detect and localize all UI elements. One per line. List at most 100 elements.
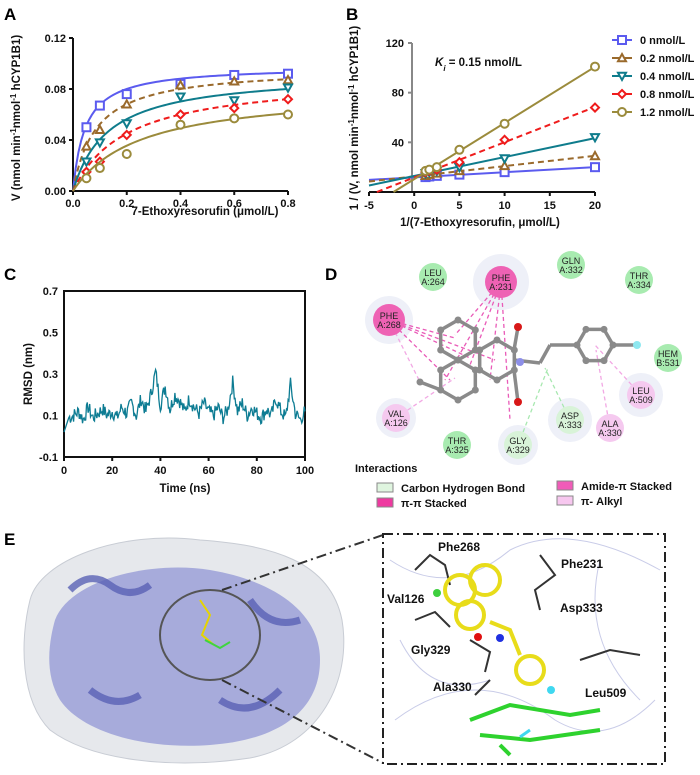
x-tick-label: 20	[106, 465, 118, 477]
y-tick-label: 0.12	[45, 33, 66, 45]
data-point-circle	[175, 119, 186, 130]
pi-alkyl-interaction	[395, 377, 456, 419]
y-tick-label: 80	[392, 88, 404, 100]
residue-name: ALA	[601, 419, 618, 429]
residue-name: GLN	[562, 256, 581, 266]
data-point-square	[617, 35, 627, 45]
inset-box	[382, 533, 666, 765]
legend-label: Amide-π Stacked	[581, 481, 672, 493]
residue-label: Gly329	[411, 643, 451, 657]
data-point-triangle-up	[616, 51, 628, 63]
data-point-triangle-up	[80, 140, 93, 151]
pi-alkyl-interaction	[594, 344, 642, 396]
oxygen-atom	[514, 398, 522, 406]
x-tick-label: 15	[544, 200, 556, 212]
helices	[67, 575, 302, 712]
data-point-diamond	[121, 129, 133, 141]
x-axis-label: 7-Ethoxyresorufin (μmol/L)	[132, 206, 279, 218]
carbon-atom	[493, 336, 501, 344]
x-tick-label: 0.0	[65, 198, 80, 210]
residue-id: A:509	[629, 395, 653, 405]
chart-c: Time (ns) RMSD (nm) 0 20 40 60 80 100 -0.1 0.1 0…	[23, 286, 314, 495]
data-point-triangle-down	[498, 154, 511, 165]
y-tick-label: 0.00	[45, 186, 66, 198]
data-point-triangle-up	[589, 149, 601, 161]
x-tick-label: 0.4	[173, 198, 189, 210]
residue-id: A:126	[384, 418, 408, 428]
methyl-carbon	[416, 378, 424, 386]
residue-label: Asp333	[560, 601, 603, 615]
y-tick-label: 0.08	[45, 84, 66, 96]
carbon-atom	[582, 325, 590, 333]
legend-label: Carbon Hydrogen Bond	[401, 483, 525, 495]
data-point-diamond	[228, 102, 240, 114]
x-tick-label: 10	[498, 200, 510, 212]
fluorine-atom	[633, 341, 641, 349]
residue-circle	[485, 266, 517, 298]
legend-label: 1.2 nmol/L	[640, 107, 695, 119]
pi-alkyl-interaction	[595, 349, 611, 429]
x-tick-label: 0.8	[280, 198, 295, 210]
legend-title: Interactions	[355, 463, 417, 475]
carbon-atom	[600, 357, 608, 365]
data-point-diamond	[282, 93, 294, 105]
residue-id: A:329	[506, 445, 530, 455]
legend-swatch	[376, 482, 394, 493]
heme-sticks	[469, 702, 601, 757]
y-tick-label: 0.3	[43, 369, 58, 381]
fluorine-atom	[547, 686, 555, 694]
residue-circle	[625, 266, 653, 294]
ring-bond	[477, 337, 517, 383]
carbon-atom	[476, 366, 484, 374]
data-point-diamond	[453, 156, 465, 168]
x-tick-label: 40	[154, 465, 166, 477]
bond	[419, 380, 442, 392]
legend-label: π- Alkyl	[581, 496, 622, 508]
chlorine-atom	[433, 589, 441, 597]
residue-circle	[443, 431, 471, 459]
rmsd-trace	[63, 367, 306, 433]
residue-name: GLY	[509, 436, 526, 446]
legend-label: 0.2 nmol/L	[640, 53, 695, 65]
y-axis-label: RMSD (nm)	[23, 343, 35, 405]
ring-bond	[438, 357, 478, 403]
residue-label: Phe231	[561, 557, 603, 571]
data-point-triangle-up	[282, 74, 294, 85]
carbon-atom	[600, 325, 608, 333]
data-point-triangle-down	[282, 83, 294, 94]
panel-label-d: D	[325, 265, 337, 284]
panel-label-c: C	[4, 265, 16, 284]
oxygen-atom	[514, 323, 522, 331]
residue-id: A:330	[598, 428, 622, 438]
residue-circle	[596, 414, 624, 442]
x-tick-label: 60	[202, 465, 214, 477]
residue-circle	[654, 344, 682, 372]
data-point-triangle-down	[80, 157, 93, 168]
y-tick-label: 0.5	[43, 328, 58, 340]
residue-label: Ala330	[433, 680, 472, 694]
residue-name: PHE	[492, 273, 511, 283]
residue-id: A:231	[489, 282, 513, 292]
data-point-circle	[283, 109, 293, 120]
data-point-circle	[229, 113, 240, 124]
carbon-atom	[454, 316, 462, 324]
residue-circle	[557, 251, 585, 279]
residue-circle	[419, 263, 447, 291]
residue-label: Leu509	[585, 686, 627, 700]
data-point-circle	[617, 107, 627, 117]
carbon-atom	[493, 376, 501, 384]
x-tick-label: 0	[61, 465, 67, 477]
fit-line-series-3	[376, 106, 596, 193]
heme	[204, 639, 231, 650]
fit-line-series-2	[368, 137, 596, 187]
y-tick-label: 0.1	[43, 411, 58, 423]
carbon-atom	[437, 346, 445, 354]
residue-label: Val126	[387, 592, 425, 606]
y-tick-label: -0.1	[39, 452, 58, 464]
bond	[538, 344, 552, 364]
residue-circle	[504, 431, 532, 459]
